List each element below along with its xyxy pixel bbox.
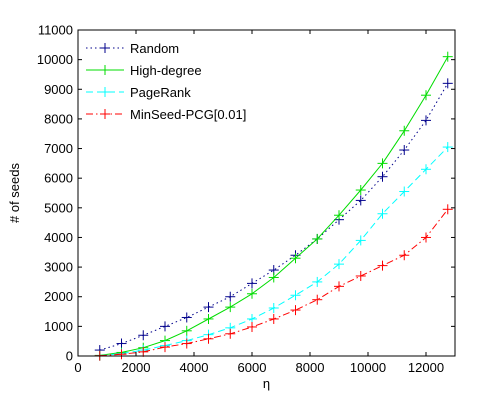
series-group	[94, 51, 453, 361]
legend-item: MinSeed-PCG[0.01]	[86, 107, 246, 122]
y-tick-label: 0	[66, 349, 73, 364]
y-tick-label: 10000	[37, 52, 73, 67]
legend-item: PageRank	[86, 85, 191, 100]
y-tick-label: 6000	[44, 171, 73, 186]
data-point	[421, 115, 431, 126]
data-point	[442, 51, 453, 62]
legend-label: MinSeed-PCG[0.01]	[130, 107, 246, 122]
legend-label: PageRank	[130, 85, 191, 100]
x-tick-label: 8000	[296, 360, 325, 375]
tick-labels: 0 2000 4000 6000 8000 10000 12000 0 1000 2000 3000…	[37, 23, 444, 376]
data-point	[181, 338, 192, 349]
legend-label: Random	[130, 41, 179, 56]
data-point	[247, 321, 257, 332]
legend-item: High-degree	[86, 63, 202, 78]
data-point	[377, 208, 388, 219]
data-point	[312, 294, 323, 305]
data-point	[290, 305, 301, 316]
plot-frame	[77, 29, 456, 357]
legend-item: Random	[86, 41, 179, 56]
data-point	[355, 185, 366, 196]
data-point	[399, 186, 410, 197]
data-point	[116, 349, 127, 360]
plot-area	[78, 30, 455, 356]
y-tick-label: 3000	[44, 260, 73, 275]
legend-label: High-degree	[130, 63, 202, 78]
data-point	[247, 278, 257, 289]
data-point	[312, 233, 323, 244]
data-point	[138, 330, 149, 341]
data-point	[290, 253, 301, 264]
x-tick-label: 0	[74, 360, 81, 375]
data-point	[268, 302, 279, 313]
data-point	[334, 281, 344, 292]
legend: Random High-degree PageRank MinSeed-PCG[0.0…	[86, 41, 246, 122]
data-point	[247, 288, 257, 299]
data-point	[442, 142, 453, 153]
x-tick-label: 12000	[408, 360, 444, 375]
data-point	[421, 232, 431, 243]
data-point	[225, 291, 236, 302]
data-point	[377, 171, 388, 182]
data-point	[203, 302, 214, 313]
x-tick-label: 10000	[350, 360, 386, 375]
data-point	[442, 78, 453, 89]
x-tick-label: 4000	[180, 360, 209, 375]
series-line	[99, 83, 449, 351]
x-tick-label: 2000	[122, 360, 151, 375]
data-point	[160, 342, 170, 353]
y-tick-label: 4000	[44, 230, 73, 245]
data-point	[442, 204, 453, 215]
data-point	[399, 250, 410, 261]
plot-background	[78, 30, 455, 356]
y-tick-label: 7000	[44, 141, 73, 156]
x-axis-label: η	[263, 376, 270, 391]
data-point	[181, 312, 192, 323]
data-point	[355, 195, 366, 206]
data-point	[377, 158, 388, 169]
data-point	[421, 90, 431, 101]
data-point	[225, 328, 236, 339]
data-point	[181, 325, 192, 336]
data-point	[334, 259, 344, 270]
y-tick-label: 11000	[38, 23, 73, 38]
y-axis-label: # of seeds	[7, 163, 22, 223]
x-tick-label: 6000	[238, 360, 267, 375]
series-3	[94, 204, 453, 361]
data-point	[377, 260, 388, 271]
data-point	[334, 210, 344, 221]
y-tick-label: 2000	[44, 289, 73, 304]
data-point	[116, 338, 127, 349]
data-point	[312, 276, 323, 287]
data-point	[355, 270, 366, 281]
y-tick-label: 1000	[44, 319, 73, 334]
data-point	[203, 333, 214, 344]
data-point	[160, 321, 170, 332]
data-point	[355, 235, 366, 246]
data-point	[268, 272, 279, 283]
data-point	[268, 313, 279, 324]
data-point	[290, 290, 301, 301]
y-tick-label: 8000	[44, 111, 73, 126]
data-point	[421, 164, 431, 175]
data-point	[225, 302, 236, 313]
data-point	[399, 125, 410, 136]
data-point	[138, 346, 149, 357]
y-tick-label: 9000	[44, 82, 73, 97]
data-point	[203, 313, 214, 324]
y-tick-label: 5000	[44, 200, 73, 215]
data-point	[399, 145, 410, 156]
axes	[77, 29, 456, 357]
